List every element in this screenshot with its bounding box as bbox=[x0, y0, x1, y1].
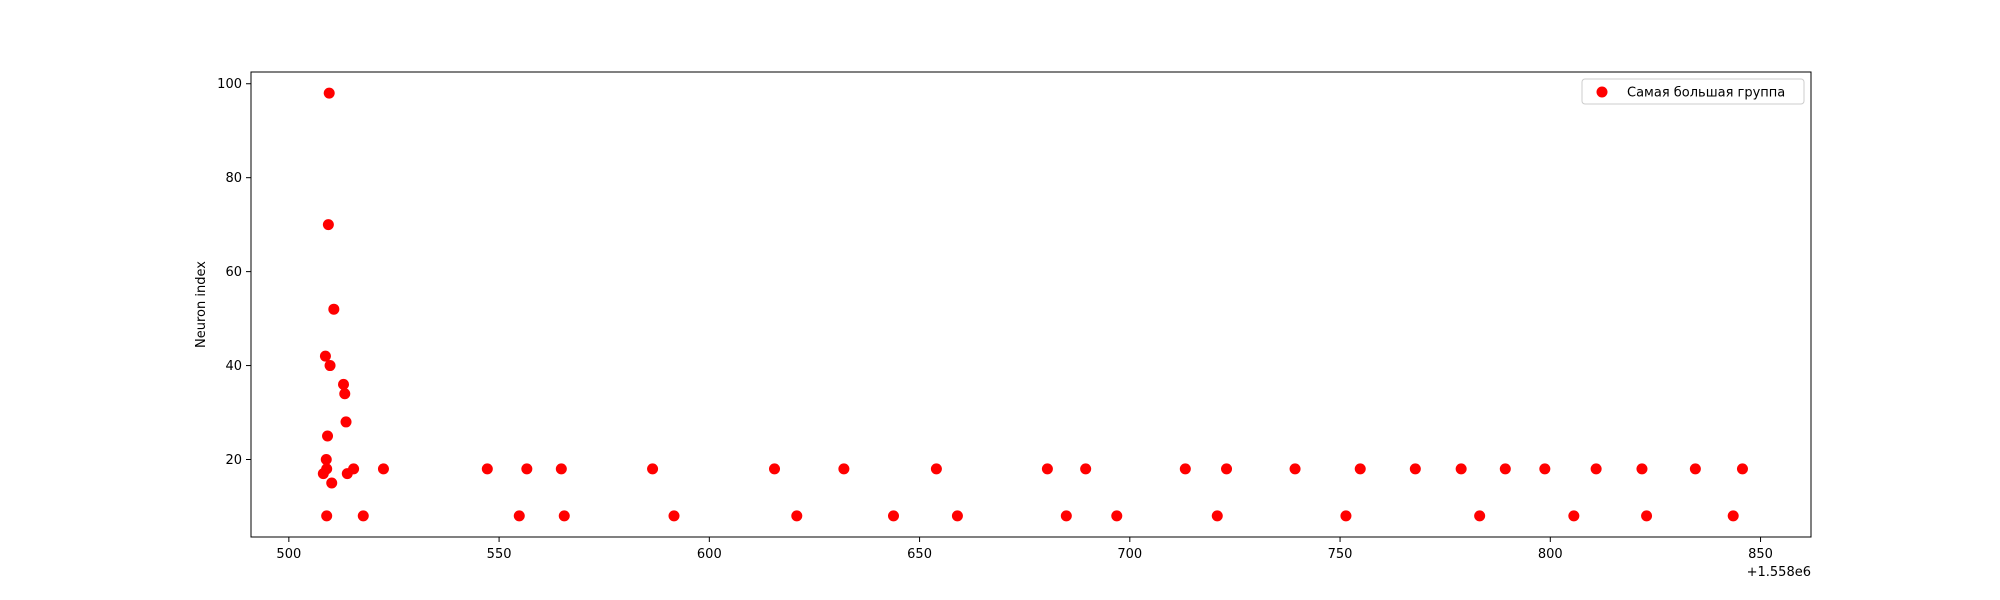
data-point bbox=[1221, 463, 1233, 475]
data-point bbox=[1455, 463, 1467, 475]
data-point bbox=[320, 454, 332, 465]
data-point bbox=[791, 510, 803, 522]
data-point bbox=[769, 463, 781, 475]
plot-frame bbox=[250, 71, 1812, 538]
data-point bbox=[1111, 510, 1123, 522]
data-point bbox=[1080, 463, 1092, 475]
data-point bbox=[1409, 463, 1421, 475]
data-point bbox=[328, 303, 340, 315]
data-point bbox=[1689, 463, 1701, 475]
data-point bbox=[1636, 463, 1648, 475]
legend-marker bbox=[1596, 86, 1608, 98]
legend-label: Самая большая группа bbox=[1627, 86, 1785, 101]
data-point bbox=[340, 416, 352, 428]
data-point bbox=[348, 463, 360, 475]
data-point bbox=[1354, 463, 1366, 475]
data-point bbox=[513, 510, 525, 522]
x-axis-ticks: 500 550 600 650 700 750 800 850 bbox=[276, 537, 1773, 562]
data-point bbox=[951, 510, 963, 522]
y-tick-label: 20 bbox=[225, 453, 242, 468]
data-point bbox=[357, 510, 369, 522]
data-point bbox=[521, 463, 533, 475]
data-point bbox=[323, 87, 335, 99]
data-point bbox=[1179, 463, 1191, 475]
data-point bbox=[1590, 463, 1602, 475]
data-point bbox=[1539, 463, 1551, 475]
y-axis-label: Neuron index bbox=[194, 261, 209, 348]
data-point bbox=[324, 360, 336, 372]
data-point bbox=[1568, 510, 1580, 522]
data-point bbox=[1289, 463, 1301, 475]
x-tick-label: 700 bbox=[1117, 547, 1142, 562]
x-tick-label: 750 bbox=[1328, 547, 1353, 562]
data-point bbox=[481, 463, 493, 475]
x-offset-label: +1.558e6 bbox=[1747, 565, 1811, 580]
y-axis-ticks: 20 40 60 80 100 bbox=[217, 77, 251, 468]
y-tick-label: 100 bbox=[217, 77, 242, 92]
legend: Самая большая группа bbox=[1581, 78, 1805, 105]
data-point bbox=[647, 463, 659, 475]
y-tick-label: 80 bbox=[225, 171, 242, 186]
data-point bbox=[326, 477, 338, 489]
x-tick-label: 600 bbox=[697, 547, 722, 562]
data-point bbox=[1340, 510, 1352, 522]
data-point bbox=[1641, 510, 1653, 522]
legend-box bbox=[1581, 78, 1805, 105]
x-tick-label: 650 bbox=[907, 547, 932, 562]
data-point bbox=[338, 378, 350, 390]
data-point bbox=[377, 463, 389, 475]
data-point bbox=[322, 219, 334, 231]
x-tick-label: 850 bbox=[1748, 547, 1773, 562]
data-point bbox=[558, 510, 570, 522]
data-point bbox=[668, 510, 680, 522]
data-point bbox=[321, 463, 333, 475]
data-point bbox=[838, 463, 850, 475]
y-tick-label: 60 bbox=[225, 265, 242, 280]
x-tick-label: 800 bbox=[1538, 547, 1563, 562]
data-point bbox=[1041, 463, 1053, 475]
data-point bbox=[1211, 510, 1223, 522]
data-point bbox=[555, 463, 567, 475]
data-point bbox=[888, 510, 900, 522]
data-point bbox=[1499, 463, 1511, 475]
y-tick-label: 40 bbox=[225, 359, 242, 374]
x-tick-label: 550 bbox=[487, 547, 512, 562]
data-point bbox=[339, 388, 351, 400]
data-point bbox=[930, 463, 942, 475]
data-point bbox=[1736, 463, 1748, 475]
points-layer bbox=[317, 87, 1748, 522]
data-point bbox=[322, 430, 334, 442]
data-point bbox=[319, 350, 331, 362]
x-tick-label: 500 bbox=[276, 547, 301, 562]
plot-background bbox=[251, 72, 1811, 537]
data-point bbox=[1474, 510, 1486, 522]
data-point bbox=[321, 510, 333, 522]
data-point bbox=[1060, 510, 1072, 522]
data-point bbox=[1727, 510, 1739, 522]
